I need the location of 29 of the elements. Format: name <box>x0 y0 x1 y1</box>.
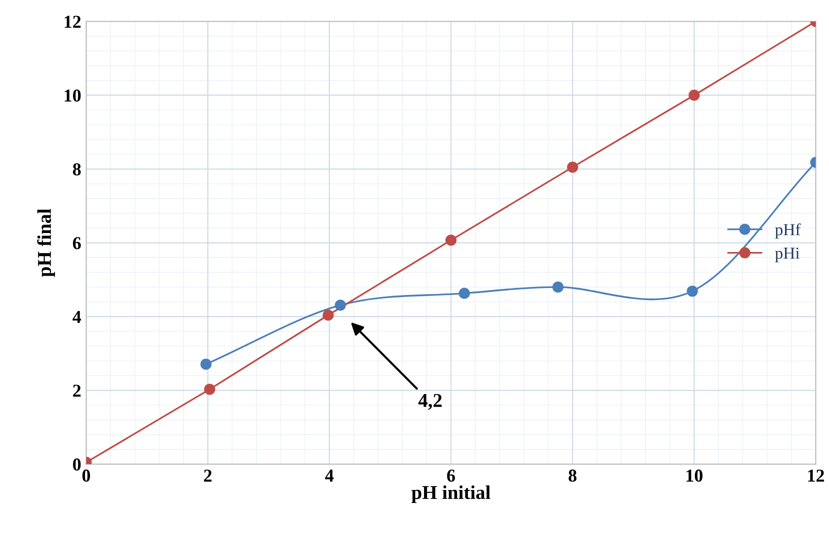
y-tick-label: 10 <box>64 89 81 102</box>
legend-label: pHi <box>775 248 800 262</box>
y-axis-title: pH final <box>37 208 55 277</box>
x-tick-label: 10 <box>686 470 702 482</box>
point <box>552 282 564 293</box>
point <box>322 310 334 321</box>
point <box>445 234 457 246</box>
point <box>567 162 578 173</box>
x-axis-title: pH initial <box>412 485 490 504</box>
x-tick-label: 0 <box>82 470 90 482</box>
x-tick-label: 4 <box>325 470 334 482</box>
point <box>204 384 216 395</box>
y-tick-label: 8 <box>72 163 81 176</box>
x-tick-label: 8 <box>568 470 576 482</box>
y-tick-label: 0 <box>73 458 81 471</box>
point <box>200 358 212 370</box>
point <box>686 286 698 297</box>
point <box>334 300 346 311</box>
y-tick-label: 2 <box>73 384 81 397</box>
y-tick-label: 6 <box>72 237 81 250</box>
x-tick-label: 2 <box>204 470 212 482</box>
y-tick-label: 4 <box>72 310 82 323</box>
point <box>458 288 470 299</box>
x-tick-label: 6 <box>447 470 455 482</box>
point <box>688 90 700 101</box>
x-tick-label: 12 <box>808 470 824 482</box>
annotation: 4,2 <box>418 394 442 410</box>
y-tick-label: 12 <box>64 16 81 28</box>
legend-label: pHf <box>775 223 801 239</box>
